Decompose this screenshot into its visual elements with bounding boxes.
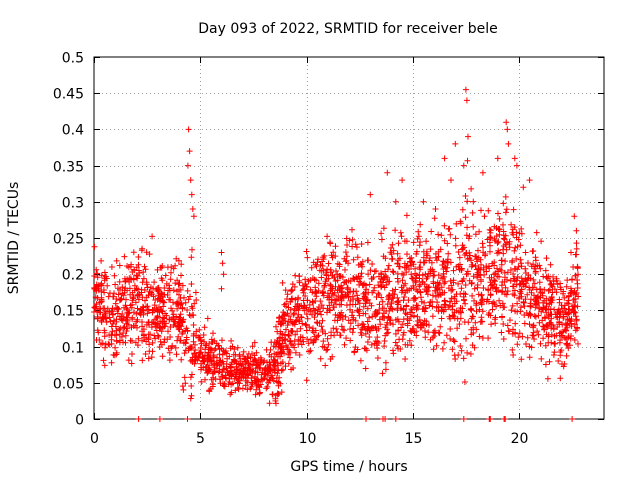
y-tick-label: 0.4 bbox=[62, 123, 84, 139]
x-tick-label: 0 bbox=[90, 431, 99, 447]
x-axis-label: GPS time / hours bbox=[290, 459, 407, 475]
y-tick-label: 0 bbox=[75, 413, 84, 429]
y-tick-label: 0.1 bbox=[62, 341, 84, 357]
y-tick-label: 0.5 bbox=[62, 51, 84, 67]
x-tick-label: 10 bbox=[299, 431, 317, 447]
plot-area bbox=[91, 56, 605, 422]
y-tick-label: 0.05 bbox=[53, 377, 84, 393]
y-tick-label: 0.3 bbox=[62, 196, 84, 212]
data-points bbox=[91, 86, 582, 422]
axis-ticks bbox=[94, 57, 604, 420]
x-tick-label: 15 bbox=[405, 431, 423, 447]
y-tick-label: 0.35 bbox=[53, 160, 84, 176]
y-tick-label: 0.2 bbox=[62, 268, 84, 284]
x-tick-label: 5 bbox=[196, 431, 205, 447]
scatter-markers bbox=[91, 86, 582, 422]
y-tick-label: 0.45 bbox=[53, 87, 84, 103]
y-tick-label: 0.15 bbox=[53, 304, 84, 320]
y-tick-labels: 0 0.05 0.1 0.15 0.2 0.25 0.3 0.35 0.4 0.45 0.5 bbox=[53, 51, 84, 429]
y-tick-label: 0.25 bbox=[53, 232, 84, 248]
x-tick-label: 20 bbox=[511, 431, 529, 447]
y-axis-label: SRMTID / TECUs bbox=[6, 182, 22, 295]
chart-title: Day 093 of 2022, SRMTID for receiver bel… bbox=[198, 21, 497, 37]
x-tick-labels: 0 5 10 15 20 bbox=[90, 431, 528, 447]
